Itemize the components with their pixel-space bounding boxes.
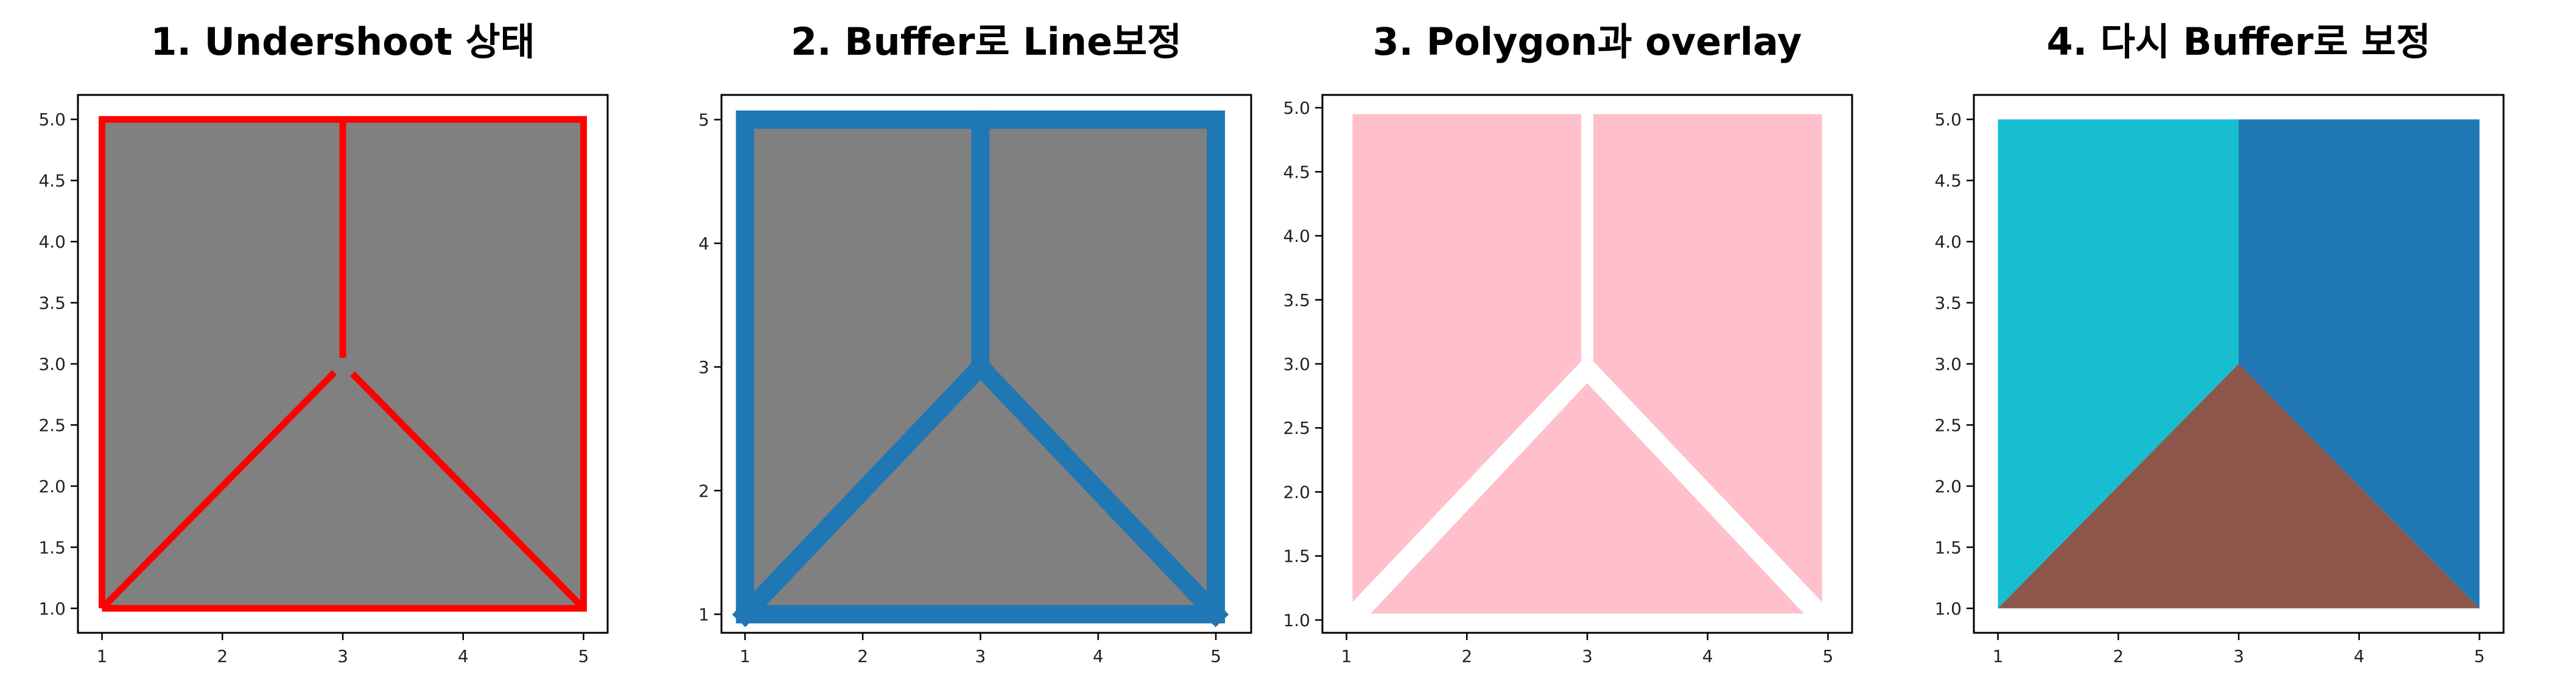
x-tick-label: 5 bbox=[578, 646, 589, 666]
x-tick-label: 4 bbox=[1093, 646, 1104, 666]
buffer-boundary bbox=[735, 110, 1225, 624]
y-tick-label: 2.0 bbox=[1934, 476, 1962, 497]
y-tick-label: 4.0 bbox=[1934, 232, 1962, 252]
x-tick-label: 3 bbox=[337, 646, 348, 666]
y-tick-label: 2.0 bbox=[1283, 482, 1310, 502]
x-tick-label: 1 bbox=[1993, 646, 2004, 666]
y-tick-label: 2.5 bbox=[1283, 418, 1310, 438]
x-tick-label: 3 bbox=[975, 646, 986, 666]
y-tick-label: 3.5 bbox=[38, 293, 66, 313]
x-tick-label: 5 bbox=[2474, 646, 2485, 666]
y-tick-label: 1.0 bbox=[1283, 610, 1310, 630]
x-tick-label: 2 bbox=[2113, 646, 2124, 666]
x-tick-label: 1 bbox=[740, 646, 751, 666]
panel-2: 1 2 3 4 5 1 2 3 4 5 2. Buffer로 Line보정 bbox=[698, 19, 1252, 666]
y-tick-label: 1.0 bbox=[38, 599, 66, 619]
y-tick-label: 5 bbox=[698, 110, 709, 130]
line-boundary bbox=[99, 116, 587, 612]
y-tick-label: 5.0 bbox=[1934, 110, 1962, 130]
y-tick-label: 5.0 bbox=[1283, 98, 1310, 118]
polygon-left-piece bbox=[1352, 114, 1582, 602]
y-tick-label: 4.0 bbox=[38, 232, 66, 252]
y-tick-label: 4 bbox=[698, 234, 709, 254]
polygon-right-region bbox=[2239, 119, 2480, 608]
y-tick-label: 4.0 bbox=[1283, 226, 1310, 246]
buffer-left-diagonal bbox=[732, 354, 994, 627]
y-tick-label: 5.0 bbox=[38, 110, 66, 130]
plot-area bbox=[1998, 119, 2480, 608]
x-tick-label: 4 bbox=[458, 646, 469, 666]
x-tick-label: 4 bbox=[2354, 646, 2365, 666]
x-tick-label: 5 bbox=[1823, 646, 1834, 666]
line-left-diagonal bbox=[99, 370, 337, 611]
y-tick-label: 1.5 bbox=[1283, 546, 1310, 566]
y-tick-label: 2.5 bbox=[1934, 415, 1962, 435]
y-tick-label: 3.0 bbox=[38, 354, 66, 374]
x-tick-label: 5 bbox=[1210, 646, 1221, 666]
panel-3: 1 2 3 4 5 1.0 1.5 2.0 2.5 3.0 3.5 4.0 4.5 5.0 3. Polyg… bbox=[1283, 19, 1853, 666]
axes-frame bbox=[720, 94, 1252, 634]
y-tick-label: 2 bbox=[698, 481, 709, 501]
panel-title: 2. Buffer로 Line보정 bbox=[791, 19, 1182, 64]
y-tick-label: 1.5 bbox=[38, 537, 66, 557]
y-tick-label: 1.0 bbox=[1934, 599, 1962, 619]
plot-area bbox=[99, 116, 587, 612]
polygon-right-piece bbox=[1593, 114, 1822, 602]
y-tick-label: 4.5 bbox=[1283, 162, 1310, 182]
panel-title: 3. Polygon과 overlay bbox=[1373, 19, 1802, 64]
panel-title: 4. 다시 Buffer로 보정 bbox=[2047, 19, 2431, 64]
plot-area bbox=[1352, 114, 1822, 614]
polygon-bottom-region bbox=[1998, 364, 2480, 608]
x-tick-label: 1 bbox=[97, 646, 108, 666]
y-tick-label: 2.5 bbox=[38, 415, 66, 435]
line-right-diagonal bbox=[349, 371, 586, 611]
buffer-right-diagonal bbox=[967, 354, 1229, 627]
x-tick-label: 4 bbox=[1702, 646, 1713, 666]
polygon-bottom-piece bbox=[1370, 383, 1804, 614]
y-tick-label: 1.5 bbox=[1934, 537, 1962, 557]
plot-area bbox=[732, 110, 1229, 627]
y-tick-label: 3.0 bbox=[1283, 354, 1310, 374]
x-tick-label: 2 bbox=[857, 646, 868, 666]
y-tick-label: 1 bbox=[698, 605, 709, 625]
y-tick-label: 3.0 bbox=[1934, 354, 1962, 374]
y-tick-label: 3.5 bbox=[1934, 293, 1962, 313]
x-tick-label: 3 bbox=[1582, 646, 1593, 666]
panel-title: 1. Undershoot 상태 bbox=[150, 19, 535, 64]
x-tick-label: 2 bbox=[1461, 646, 1472, 666]
x-tick-label: 1 bbox=[1341, 646, 1352, 666]
y-tick-label: 4.5 bbox=[1934, 171, 1962, 191]
y-tick-label: 2.0 bbox=[38, 476, 66, 497]
panel-4: 1 2 3 4 5 1.0 1.5 2.0 2.5 3.0 3.5 4.0 4.5 5.0 4. 다시 Bu… bbox=[1934, 19, 2505, 666]
x-tick-label: 3 bbox=[2233, 646, 2244, 666]
y-tick-label: 4.5 bbox=[38, 171, 66, 191]
y-tick-label: 3 bbox=[698, 357, 709, 377]
polygon-left-region bbox=[1998, 119, 2239, 608]
y-tick-label: 3.5 bbox=[1283, 290, 1310, 310]
x-tick-label: 2 bbox=[217, 646, 228, 666]
panel-1: 1 2 3 4 5 1.0 1.5 2.0 2.5 3.0 3.5 4.0 4.5 5.0 1. Under… bbox=[38, 19, 609, 666]
